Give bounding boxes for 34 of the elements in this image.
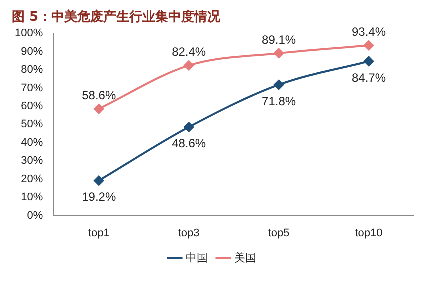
y-tick-label: 70% [21, 82, 44, 94]
point [184, 122, 194, 132]
data-label: 71.8% [262, 94, 296, 108]
data-label: 89.1% [262, 32, 296, 47]
legend-label: 中国 [186, 251, 208, 264]
data-label: 93.4% [352, 24, 386, 39]
y-tick-label: 30% [21, 155, 44, 168]
point [274, 80, 284, 90]
x-tick-label: top5 [268, 227, 290, 240]
data-label: 19.2% [82, 190, 116, 204]
data-label: 48.6% [172, 136, 206, 151]
y-tick-label: 100% [14, 28, 44, 40]
data-label: 84.7% [352, 70, 386, 85]
point [94, 176, 104, 186]
point [274, 48, 284, 58]
chart-title: 图 5：中美危废产生行业集中度情况 [12, 9, 222, 26]
y-tick-label: 40% [21, 136, 44, 149]
y-tick-label: 10% [21, 192, 44, 204]
y-tick-label: 50% [21, 118, 44, 131]
x-tick-label: top3 [178, 227, 200, 240]
y-tick-label: 20% [21, 173, 44, 186]
legend-label: 美国 [234, 251, 256, 264]
point [184, 60, 194, 71]
x-tick-label: top1 [88, 227, 110, 240]
y-tick-label: 90% [21, 46, 44, 58]
y-tick-label: 80% [21, 64, 44, 76]
point [364, 40, 374, 51]
point [364, 56, 374, 66]
point [94, 104, 104, 114]
y-tick-label: 0% [27, 210, 44, 222]
data-label: 58.6% [82, 88, 116, 102]
x-tick-label: top10 [355, 227, 383, 240]
data-label: 82.4% [172, 44, 206, 59]
y-tick-label: 60% [21, 100, 44, 113]
